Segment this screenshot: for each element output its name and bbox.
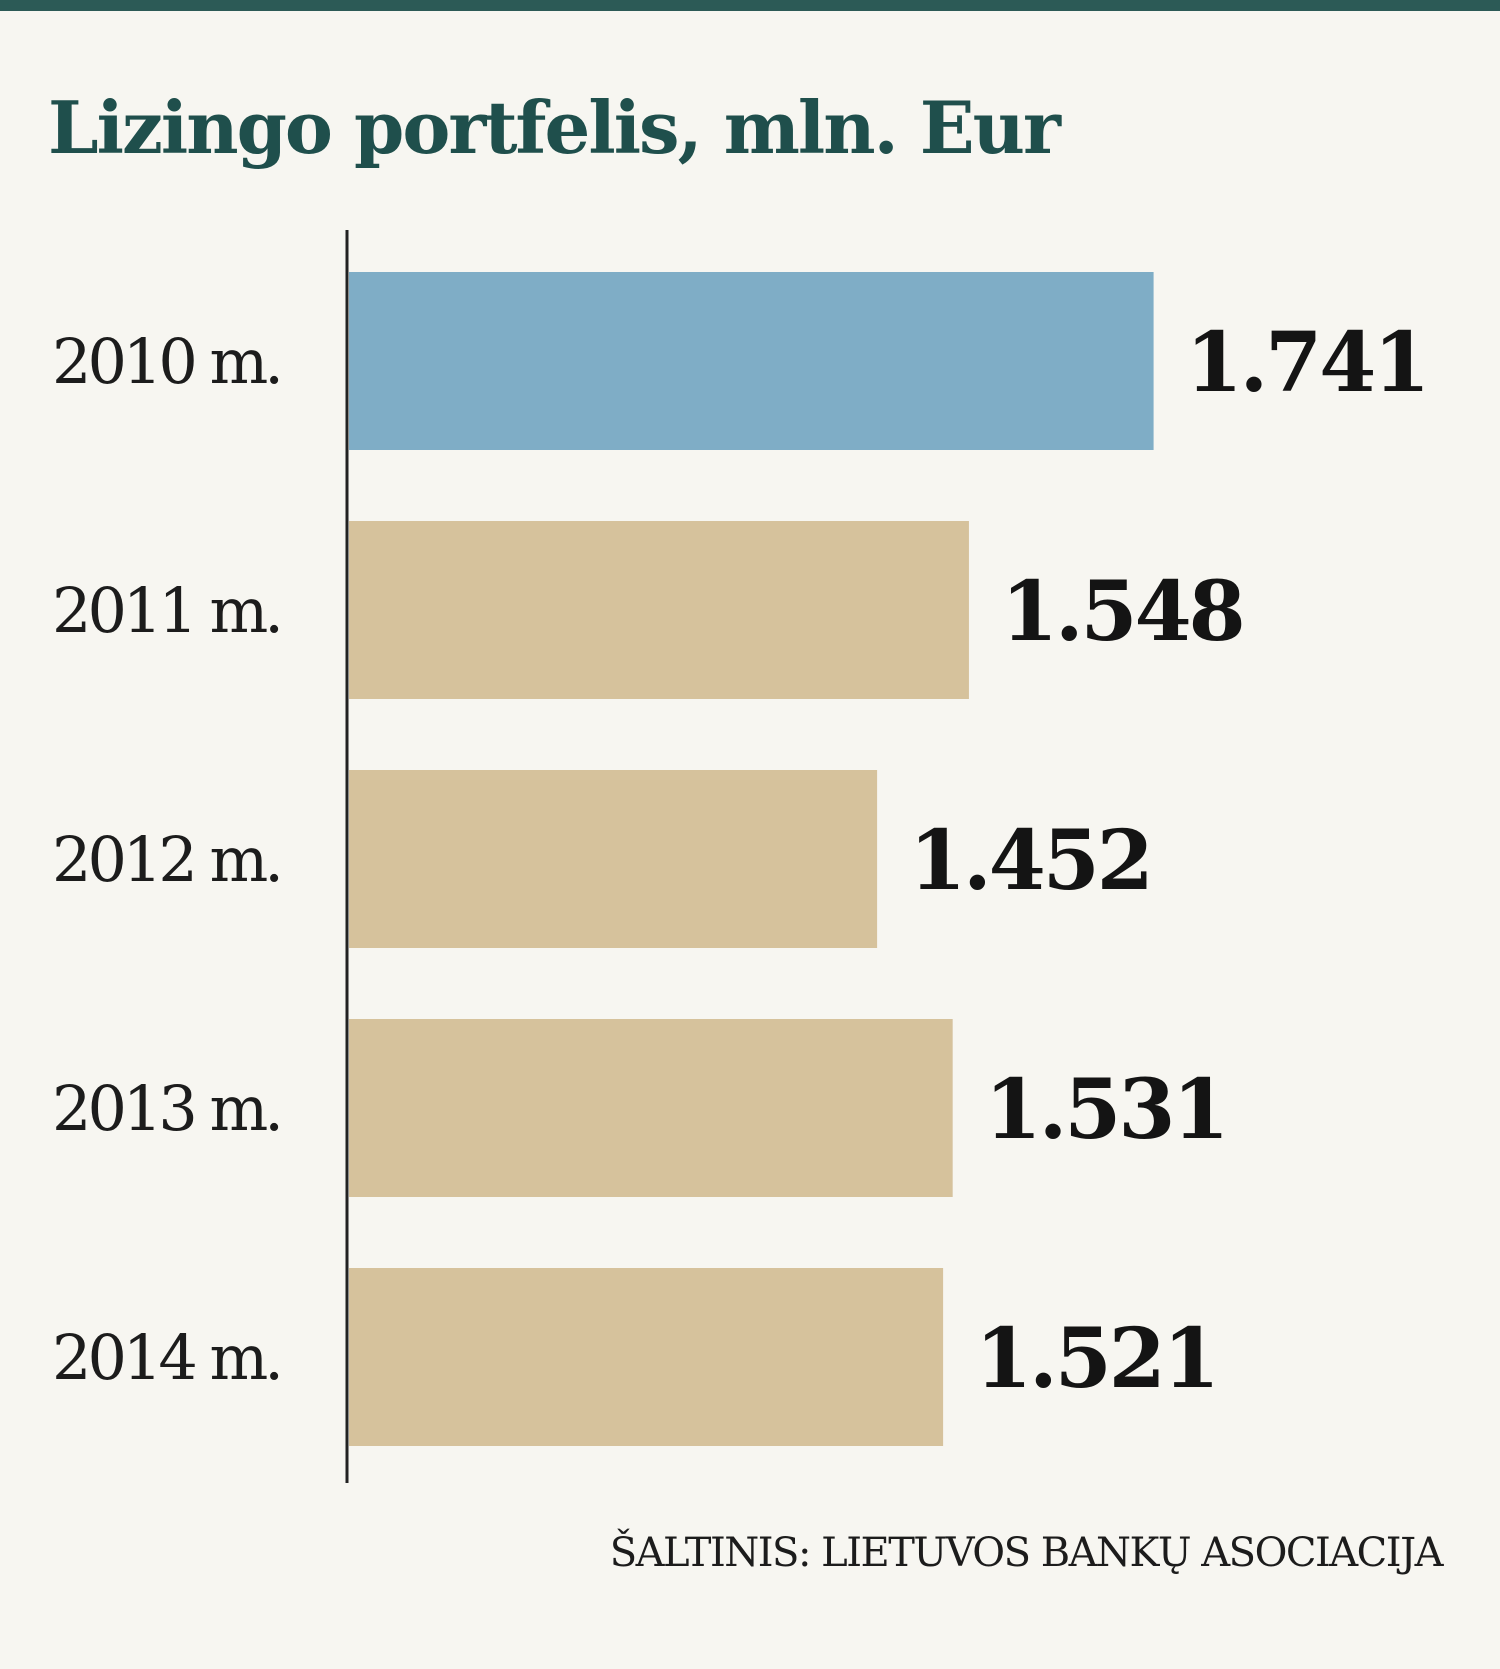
bar-4 xyxy=(349,1019,953,1197)
top-rule xyxy=(0,0,1500,11)
category-label: 2012 m. xyxy=(52,823,280,896)
category-label: 2011 m. xyxy=(52,574,280,647)
chart-title: Lizingo portfelis, mln. Eur xyxy=(48,85,1061,170)
category-label: 2014 m. xyxy=(52,1321,280,1394)
category-label: 2013 m. xyxy=(52,1072,280,1145)
bar-5 xyxy=(349,1268,944,1446)
value-label: 1.521 xyxy=(975,1311,1217,1407)
source-note: ŠALTINIS: LIETUVOS BANKŲ ASOCIACIJA xyxy=(609,1530,1444,1576)
bar-1 xyxy=(349,272,1154,450)
value-label: 1.452 xyxy=(909,813,1151,909)
category-label: 2010 m. xyxy=(52,325,280,398)
value-label: 1.531 xyxy=(985,1062,1227,1158)
bar-3 xyxy=(349,770,878,948)
value-label: 1.741 xyxy=(1186,315,1428,411)
bar-2 xyxy=(349,521,969,699)
value-label: 1.548 xyxy=(1001,564,1243,660)
